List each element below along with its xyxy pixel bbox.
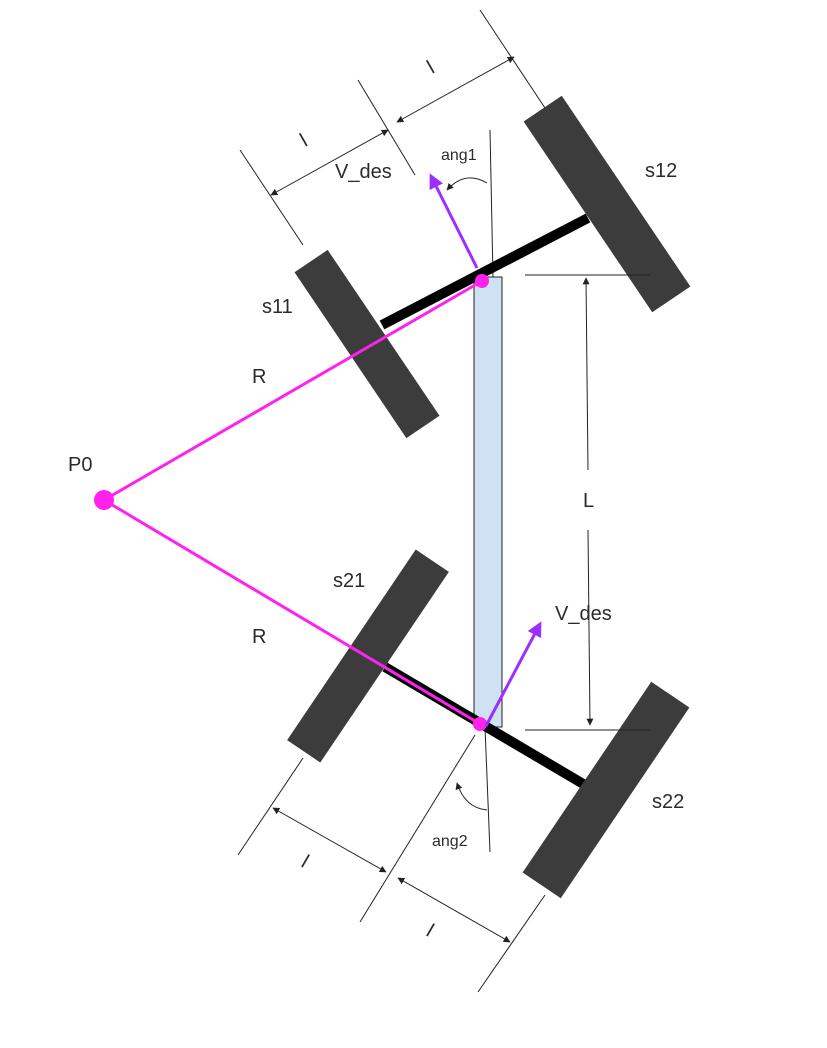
top-reference-line <box>489 129 494 278</box>
top-dim-left <box>270 129 389 196</box>
velocity-arrow-top <box>429 173 479 269</box>
top-ext-line-3 <box>479 9 546 109</box>
bottom-axle-center-point <box>473 717 487 731</box>
top-axle-center-point <box>475 274 489 288</box>
l-dim-lower <box>586 529 594 726</box>
ang2-arc <box>455 782 488 811</box>
label-r-bottom: R <box>252 626 266 648</box>
wheel-s22 <box>522 681 690 899</box>
bottom-dim-right <box>397 877 511 943</box>
bottom-dim-left <box>272 807 387 873</box>
radius-line-bottom <box>103 498 481 726</box>
label-r-top: R <box>252 366 266 388</box>
chassis <box>473 276 503 728</box>
radius-line-top <box>103 279 483 502</box>
bottom-ext-line-2 <box>359 734 476 923</box>
label-s22: s22 <box>652 791 684 813</box>
l-dim-upper <box>582 277 590 471</box>
label-l-bottom-left: l <box>298 851 313 872</box>
label-l-big: L <box>583 490 594 512</box>
label-l-bottom-right: l <box>423 920 438 941</box>
top-axle <box>379 213 591 330</box>
top-ext-line-2 <box>357 79 416 176</box>
label-p0: P0 <box>68 454 92 476</box>
label-ang2: ang2 <box>432 833 468 850</box>
label-s12: s12 <box>645 160 677 182</box>
label-v-des-top: V_des <box>335 161 392 183</box>
bottom-ext-line-3 <box>477 894 546 993</box>
label-v-des-bottom: V_des <box>555 603 612 625</box>
ang1-arc <box>446 177 488 191</box>
velocity-arrow-bottom <box>484 621 542 727</box>
bottom-ext-line-1 <box>237 757 304 856</box>
p0-point <box>94 490 114 510</box>
bottom-reference-line <box>484 726 491 853</box>
top-dim-right <box>396 56 515 123</box>
label-s21: s21 <box>333 570 365 592</box>
label-s11: s11 <box>262 296 293 318</box>
wheel-s12 <box>523 95 691 313</box>
label-l-top-right: l <box>424 57 439 78</box>
top-ext-line-1 <box>239 149 304 246</box>
label-l-top-left: l <box>297 130 312 151</box>
label-ang1: ang1 <box>441 147 477 164</box>
wheel-s11 <box>294 249 440 439</box>
